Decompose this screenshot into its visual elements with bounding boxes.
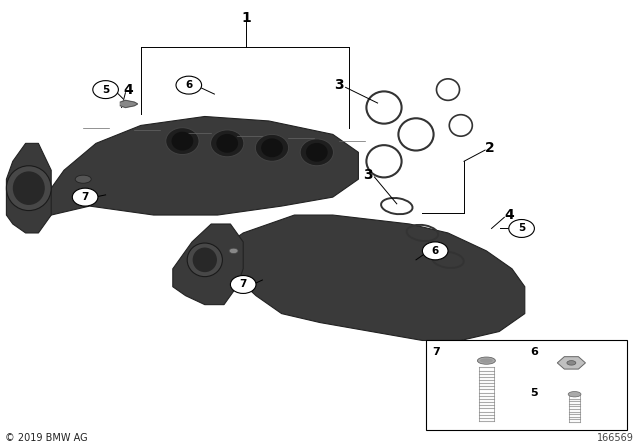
Polygon shape [230,215,525,340]
Text: 7: 7 [432,347,440,357]
Text: 2: 2 [484,141,495,155]
Text: 3: 3 [363,168,373,182]
Ellipse shape [166,128,199,155]
Text: 7: 7 [81,192,89,202]
Ellipse shape [211,130,244,157]
Ellipse shape [6,166,51,211]
Ellipse shape [306,143,328,162]
Polygon shape [6,143,51,233]
Circle shape [422,242,448,260]
Ellipse shape [300,139,333,166]
Polygon shape [557,357,586,369]
Text: 6: 6 [185,80,193,90]
Text: © 2019 BMW AG: © 2019 BMW AG [5,433,88,443]
Circle shape [93,81,118,99]
Ellipse shape [568,392,581,397]
FancyBboxPatch shape [426,340,627,430]
Ellipse shape [76,175,92,183]
Ellipse shape [255,134,289,161]
Ellipse shape [477,357,495,364]
Text: 6: 6 [431,246,439,256]
Ellipse shape [13,172,45,205]
Polygon shape [173,224,243,305]
Ellipse shape [216,134,238,153]
Text: 7: 7 [239,280,247,289]
Polygon shape [120,100,138,108]
Text: 5: 5 [518,224,525,233]
Circle shape [230,276,256,293]
Text: 4: 4 [123,82,133,97]
Ellipse shape [229,248,238,254]
Ellipse shape [480,358,493,363]
Polygon shape [38,116,358,224]
Ellipse shape [172,132,193,151]
Ellipse shape [261,138,283,157]
Text: 5: 5 [530,388,538,397]
Text: 5: 5 [102,85,109,95]
Ellipse shape [567,361,576,365]
Text: 4: 4 [504,208,514,222]
Text: 166569: 166569 [596,433,634,443]
Circle shape [176,76,202,94]
Ellipse shape [188,243,223,277]
Text: 3: 3 [334,78,344,92]
Text: 1: 1 [241,11,252,25]
Circle shape [509,220,534,237]
Text: 6: 6 [530,347,538,357]
Ellipse shape [193,247,217,272]
Circle shape [72,188,98,206]
Ellipse shape [236,284,244,289]
